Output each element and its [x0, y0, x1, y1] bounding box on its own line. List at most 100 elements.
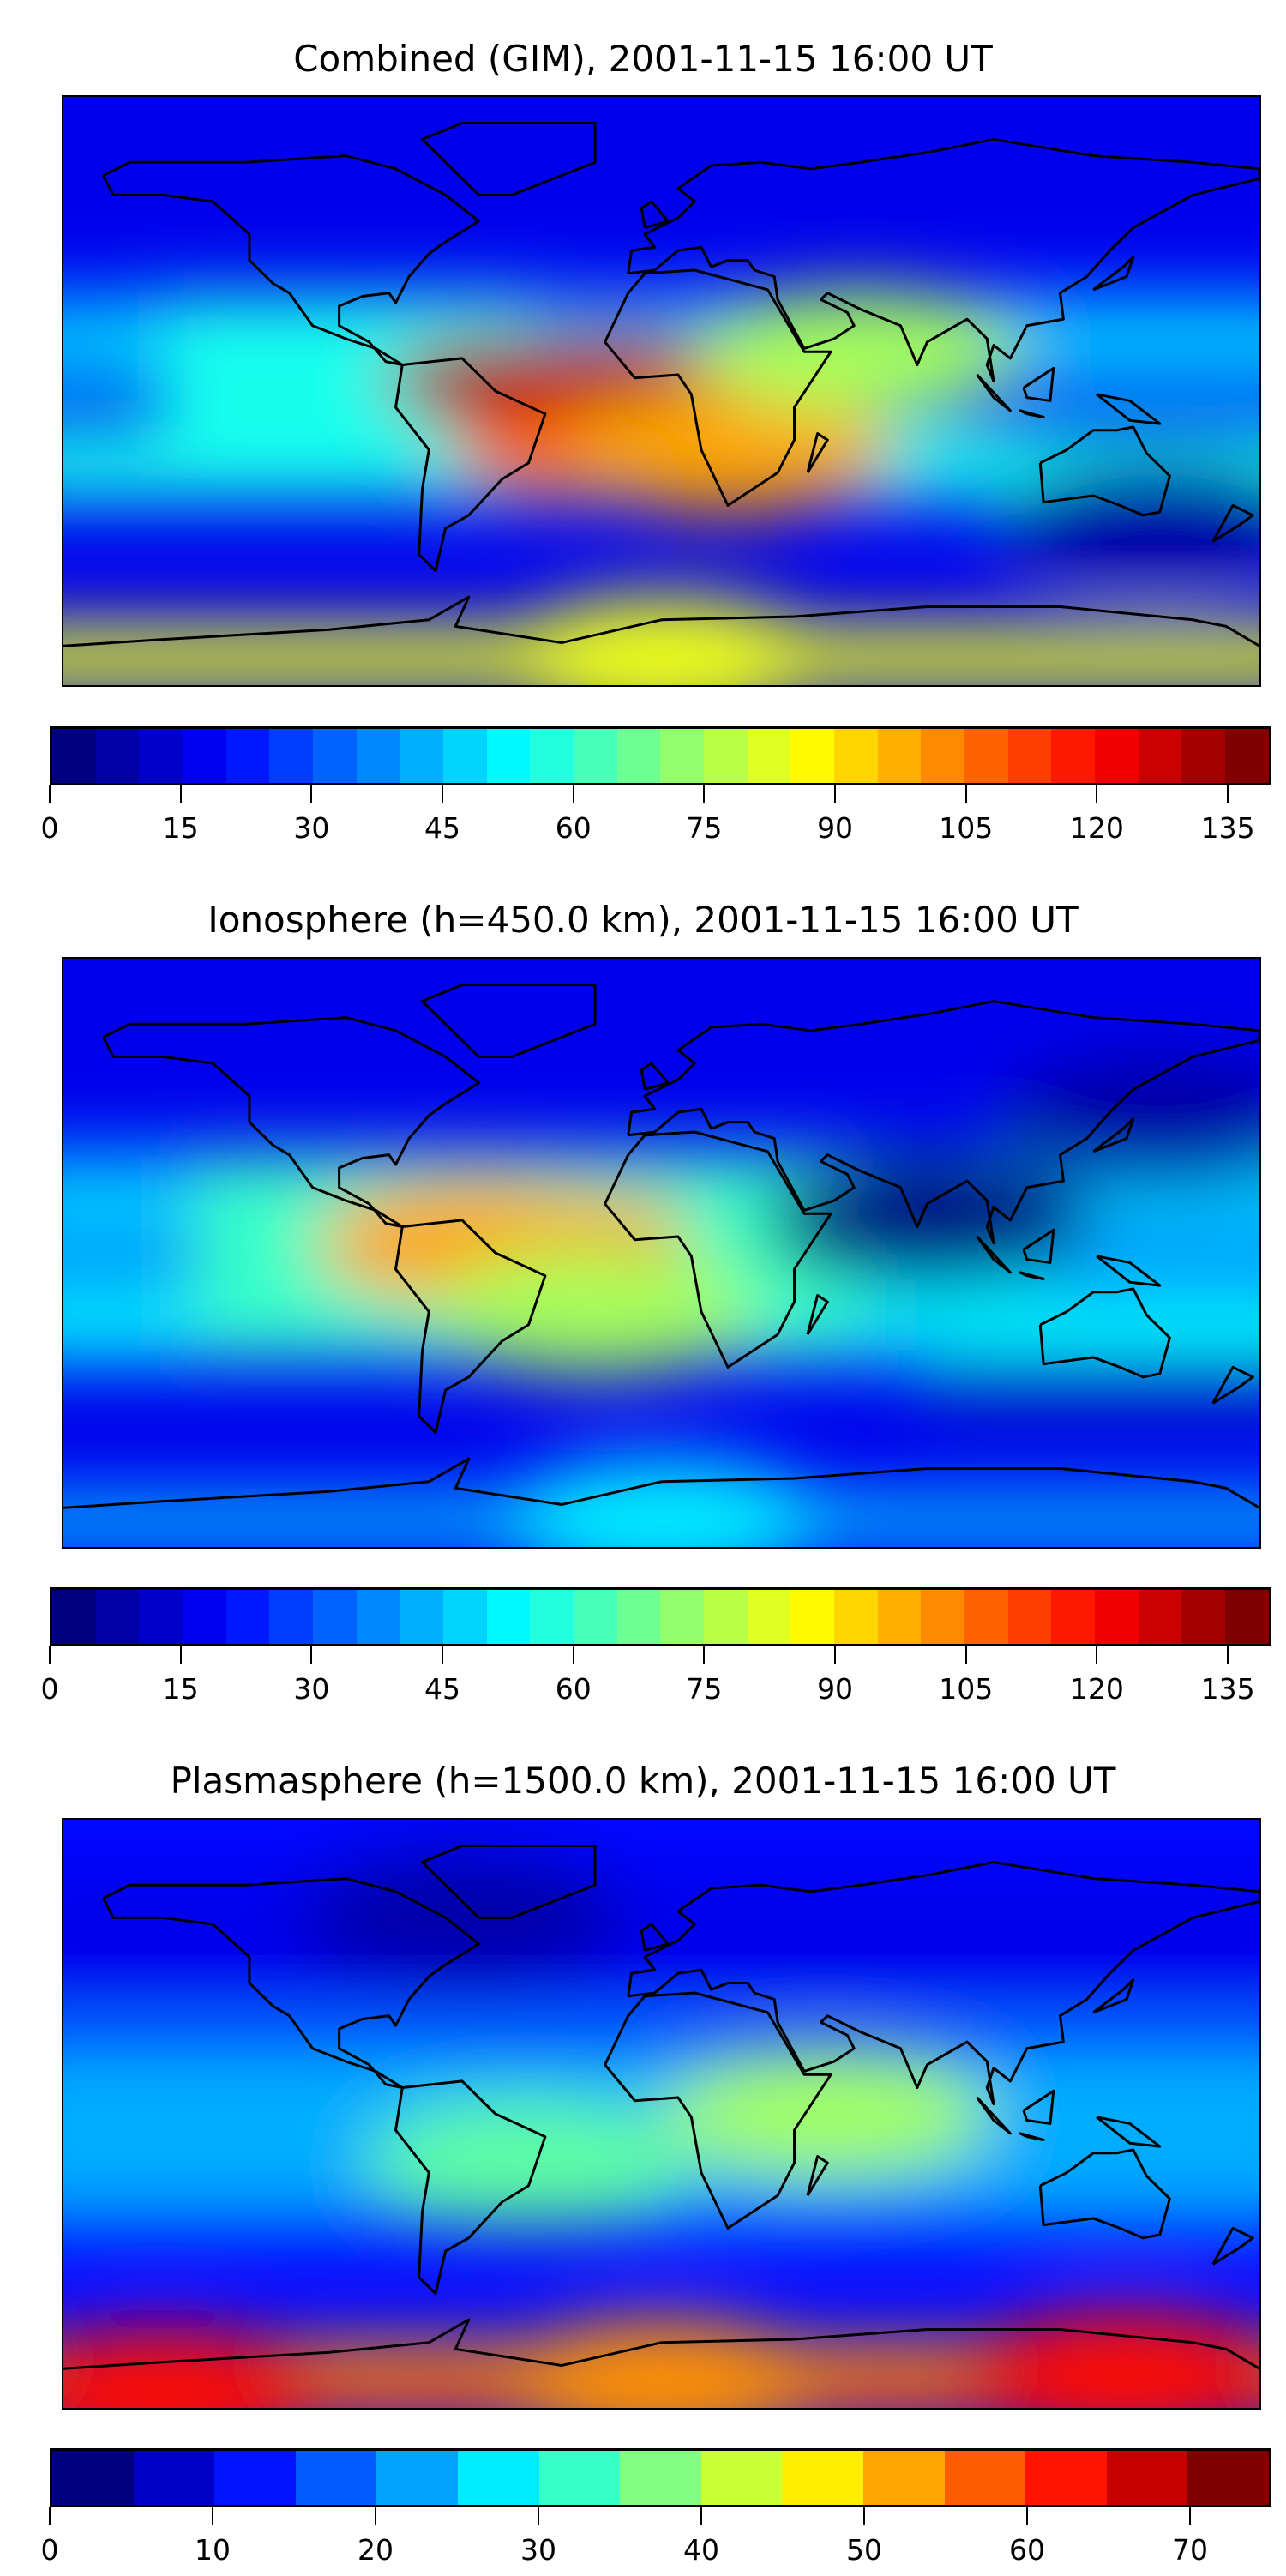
- colorbar-tick: [179, 785, 182, 803]
- colorbar-tick: [964, 785, 967, 803]
- field-feature: [565, 385, 891, 515]
- colorbar-segment: [486, 1590, 531, 1644]
- colorbar-segment: [376, 2451, 458, 2505]
- colorbar-segment: [700, 2451, 783, 2505]
- coastline: [1096, 393, 1162, 425]
- colorbar-segment: [790, 729, 835, 783]
- colorbar-tick-label: 75: [686, 1672, 723, 1706]
- colorbar-segment: [95, 729, 140, 783]
- colorbar-tick-label: 90: [817, 1672, 854, 1706]
- colorbar-segment: [1187, 2451, 1269, 2505]
- coastline: [1038, 1287, 1171, 1379]
- colorbar-tick-label: 60: [555, 811, 592, 845]
- colorbar-segment: [530, 729, 574, 783]
- colorbar-segment: [139, 729, 183, 783]
- colorbar-segment: [747, 729, 791, 783]
- colorbar-segment: [747, 1590, 791, 1644]
- coastline: [1022, 1228, 1055, 1264]
- field-feature: [63, 2326, 327, 2408]
- colorbar-tick: [1096, 785, 1098, 803]
- colorbar-tick: [375, 2507, 376, 2525]
- colorbar-segment: [1225, 1590, 1269, 1644]
- coastline: [627, 138, 1259, 383]
- colorbar-segment: [1007, 729, 1052, 783]
- colorbar-tick-label: 60: [1009, 2533, 1045, 2567]
- colorbar-segment: [269, 729, 314, 783]
- coastline: [1019, 2132, 1045, 2141]
- colorbar-tick: [442, 1646, 444, 1664]
- coastline: [976, 373, 1012, 412]
- coastline: [421, 983, 597, 1058]
- coastline: [1092, 1117, 1135, 1153]
- colorbar-tick-label: 60: [555, 1672, 592, 1706]
- colorbar-tick: [863, 2507, 865, 2525]
- colorbar-segment: [620, 2451, 701, 2505]
- colorbar-tick-label: 0: [40, 811, 59, 845]
- coastline: [627, 1000, 1259, 1245]
- panel-3-map: [62, 1818, 1261, 2410]
- colorbar-segment: [660, 1590, 705, 1644]
- colorbar-tick-label: 45: [424, 1672, 461, 1706]
- colorbar-tick: [1227, 1646, 1229, 1664]
- colorbar-segment: [790, 1590, 835, 1644]
- coastline: [1019, 409, 1045, 418]
- panel-2-colorbar: [50, 1587, 1271, 1646]
- colorbar-tick: [310, 1646, 313, 1664]
- coastline: [1211, 2226, 1254, 2266]
- field-feature: [964, 2310, 1259, 2408]
- colorbar-segment: [1095, 729, 1139, 783]
- coastline: [1019, 1271, 1045, 1280]
- colorbar-segment: [1025, 2451, 1107, 2505]
- colorbar-segment: [574, 729, 617, 783]
- colorbar-segment: [1138, 1590, 1182, 1644]
- colorbar-tick: [834, 1646, 837, 1664]
- colorbar-segment: [52, 729, 96, 783]
- colorbar-segment: [1051, 1590, 1096, 1644]
- colorbar-tick: [834, 785, 837, 803]
- colorbar-segment: [1225, 729, 1269, 783]
- colorbar-segment: [295, 2451, 377, 2505]
- colorbar-tick-label: 135: [1200, 1672, 1255, 1706]
- colorbar-tick-label: 40: [683, 2533, 719, 2567]
- colorbar-segment: [964, 1590, 1008, 1644]
- colorbar-segment: [704, 1590, 748, 1644]
- coastline: [421, 121, 597, 196]
- coastline: [421, 1844, 597, 1919]
- coastline: [806, 432, 829, 474]
- coastline: [604, 1991, 832, 2230]
- field-feature: [664, 2049, 991, 2178]
- coastline: [1038, 425, 1171, 517]
- colorbar-segment: [944, 2451, 1026, 2505]
- colorbar-segment: [486, 729, 531, 783]
- panel-2-title: Ionosphere (h=450.0 km), 2001-11-15 16:0…: [207, 899, 1079, 941]
- colorbar-tick-label: 135: [1200, 811, 1255, 845]
- colorbar-tick-label: 105: [939, 811, 994, 845]
- colorbar-segment: [616, 729, 661, 783]
- coastline: [1092, 256, 1135, 292]
- coastline: [604, 268, 832, 507]
- colorbar-tick: [310, 785, 313, 803]
- colorbar-segment: [225, 1590, 270, 1644]
- colorbar-segment: [877, 729, 922, 783]
- colorbar-tick: [442, 785, 444, 803]
- coastline: [63, 1457, 1259, 1509]
- panel-2-colorbar-ticks: 0 15 30 45 60 75 90 105 120 135: [41, 1646, 1271, 1715]
- field-feature: [432, 1247, 758, 1376]
- colorbar-segment: [313, 1590, 357, 1644]
- colorbar-segment: [530, 1590, 574, 1644]
- colorbar-segment: [400, 729, 444, 783]
- panel-1-title: Combined (GIM), 2001-11-15 16:00 UT: [293, 38, 993, 80]
- coastline: [1022, 366, 1055, 402]
- colorbar-tick-label: 120: [1069, 811, 1124, 845]
- colorbar-segment: [183, 1590, 226, 1644]
- colorbar-segment: [877, 1590, 922, 1644]
- colorbar-segment: [225, 729, 270, 783]
- field-feature: [299, 1853, 625, 1983]
- colorbar-tick: [1096, 1646, 1098, 1664]
- colorbar-tick: [1026, 2507, 1028, 2525]
- colorbar-segment: [139, 1590, 183, 1644]
- coastline: [1211, 503, 1254, 543]
- colorbar-segment: [443, 729, 487, 783]
- colorbar-segment: [1138, 729, 1182, 783]
- colorbar-segment: [862, 2451, 945, 2505]
